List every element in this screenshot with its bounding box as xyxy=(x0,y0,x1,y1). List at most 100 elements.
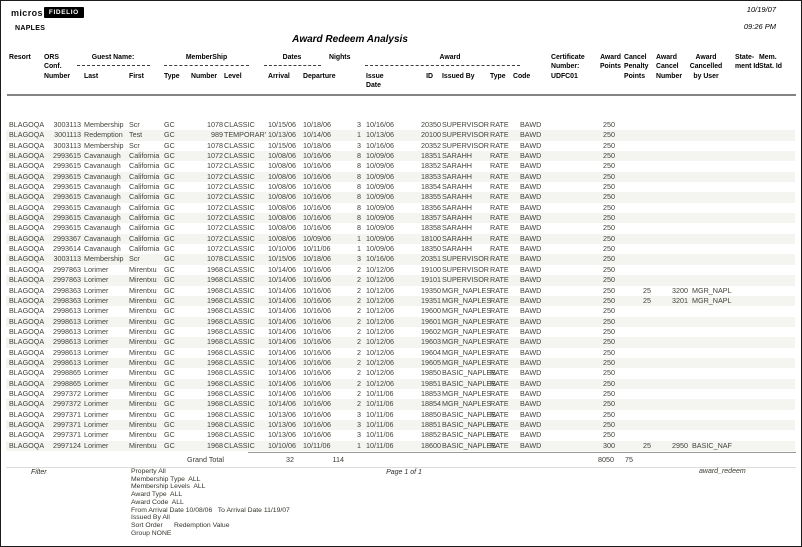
cell-statement-id xyxy=(738,265,763,275)
cell-award-points: 250 xyxy=(603,192,615,202)
cell-arrival: 10/14/06 xyxy=(268,399,296,409)
cell-award-type: RATE xyxy=(490,368,509,378)
table-row: BLAGOQA 2993615 Cavanaugh California GC 1072 C… xyxy=(1,192,801,204)
cell-issue-date: 10/11/06 xyxy=(366,419,394,429)
filter-summary: Property All Membership Type ALL Membershi… xyxy=(131,468,290,537)
cell-award-cancel-number xyxy=(655,379,688,389)
cell-award-id: 19600 xyxy=(421,306,441,316)
cell-award-type: RATE xyxy=(490,120,509,129)
cell-nights: 8 xyxy=(357,213,361,223)
cell-certificate-number xyxy=(551,368,588,378)
cell-membership-type: GC xyxy=(164,326,175,336)
cell-membership-level: CLASSIC xyxy=(224,120,255,129)
cell-resort: BLAGOQA xyxy=(9,264,45,274)
cell-issued-by: MGR_NAPLES xyxy=(442,285,492,295)
cell-award-points: 250 xyxy=(603,244,615,254)
cell-award-cancel-number xyxy=(655,223,688,233)
cell-membership-level: CLASSIC xyxy=(224,254,255,264)
cell-departure: 10/16/06 xyxy=(303,161,331,171)
cell-membership-type: GC xyxy=(164,295,175,305)
cell-last-name: Lorimer xyxy=(84,368,109,378)
filter-line: Award Code ALL xyxy=(131,498,184,506)
cell-ors-conf-number: 2998613 xyxy=(53,357,81,367)
cell-mem-stat-id xyxy=(767,275,795,285)
cell-statement-id xyxy=(738,234,763,244)
table-row: BLAGOQA 3003113 Membership Scr GC 1078 CLASSIC… xyxy=(1,140,801,151)
cell-issue-date: 10/12/06 xyxy=(366,337,394,347)
cell-membership-level: CLASSIC xyxy=(224,192,255,202)
cell-award-cancelled-by-user xyxy=(692,389,736,399)
cell-award-type: RATE xyxy=(490,326,509,336)
cell-last-name: Lorimer xyxy=(84,419,109,429)
cell-resort: BLAGOQA xyxy=(9,440,45,450)
cell-issue-date: 10/09/06 xyxy=(366,182,394,192)
cell-membership-type: GC xyxy=(164,430,175,440)
column-header: Arrival xyxy=(268,72,290,80)
cell-award-code: BAWD xyxy=(520,378,542,388)
cell-nights: 2 xyxy=(357,357,361,367)
cell-award-cancel-number xyxy=(655,141,688,151)
cell-award-code: BAWD xyxy=(520,275,542,285)
cell-statement-id xyxy=(738,410,763,420)
cell-departure: 10/16/06 xyxy=(303,368,331,378)
cell-award-cancel-number xyxy=(655,368,688,378)
cell-award-cancel-number: 3200 xyxy=(672,285,688,295)
cell-membership-number: 1968 xyxy=(207,347,223,357)
cell-award-cancelled-by-user xyxy=(692,182,736,192)
cell-membership-level: CLASSIC xyxy=(224,326,255,336)
cell-award-points: 250 xyxy=(603,368,615,378)
cell-certificate-number xyxy=(551,306,588,316)
cell-award-cancelled-by-user xyxy=(692,348,736,358)
cell-ors-conf-number: 2993615 xyxy=(53,171,81,181)
cell-award-cancel-number xyxy=(655,203,688,213)
cell-award-points: 250 xyxy=(603,130,615,140)
cell-mem-stat-id xyxy=(767,389,795,399)
cell-award-points: 250 xyxy=(603,306,615,316)
cell-membership-type: GC xyxy=(164,337,175,347)
cell-departure: 10/16/06 xyxy=(303,378,331,388)
cell-statement-id xyxy=(738,151,763,161)
table-row: BLAGOQA 2998613 Lorimer Mirentxu GC 1968 CLASS… xyxy=(1,337,801,348)
cell-award-points: 250 xyxy=(603,161,615,171)
cell-nights: 8 xyxy=(357,171,361,181)
cell-ors-conf-number: 2998613 xyxy=(53,326,81,336)
cell-resort: BLAGOQA xyxy=(9,130,45,140)
cell-award-type: RATE xyxy=(490,409,509,419)
cell-award-id: 19604 xyxy=(421,347,441,357)
cell-departure: 10/16/06 xyxy=(303,213,331,223)
column-header: Issue Date xyxy=(366,72,384,89)
cell-membership-level: CLASSIC xyxy=(224,357,255,367)
page-indicator: Page 1 of 1 xyxy=(386,469,422,476)
cell-issue-date: 10/16/06 xyxy=(366,140,394,150)
cell-award-points: 250 xyxy=(603,419,615,429)
cell-mem-stat-id xyxy=(767,348,795,358)
grand-total-count: 32 xyxy=(286,455,294,464)
cell-arrival: 10/08/06 xyxy=(268,151,296,161)
cell-membership-type: GC xyxy=(164,202,175,212)
cell-membership-number: 1072 xyxy=(207,213,223,223)
cell-nights: 8 xyxy=(357,182,361,192)
cell-mem-stat-id xyxy=(767,399,795,409)
print-date: 10/19/07 xyxy=(746,5,776,14)
cell-last-name: Lorimer xyxy=(84,285,109,295)
cell-membership-number: 1968 xyxy=(207,326,223,336)
cell-certificate-number xyxy=(551,172,588,182)
cell-award-id: 18352 xyxy=(421,161,441,171)
cell-first-name: California xyxy=(129,233,160,243)
cell-mem-stat-id xyxy=(767,317,795,327)
cell-last-name: Cavanaugh xyxy=(84,233,121,243)
cell-membership-number: 1072 xyxy=(207,161,223,171)
cell-resort: BLAGOQA xyxy=(9,337,45,347)
cell-ors-conf-number: 2997863 xyxy=(53,275,81,285)
cell-membership-type: GC xyxy=(164,254,175,264)
cell-cancel-penalty-points xyxy=(623,306,651,316)
cell-membership-number: 1072 xyxy=(207,223,223,233)
cell-membership-number: 989 xyxy=(211,130,223,140)
cell-ors-conf-number: 2997372 xyxy=(53,388,81,398)
cell-statement-id xyxy=(738,358,763,368)
cell-membership-type: GC xyxy=(164,182,175,192)
cell-statement-id xyxy=(738,275,763,285)
report-title: Award Redeem Analysis xyxy=(292,34,408,45)
cell-mem-stat-id xyxy=(767,161,795,171)
cell-departure: 10/16/06 xyxy=(303,151,331,161)
